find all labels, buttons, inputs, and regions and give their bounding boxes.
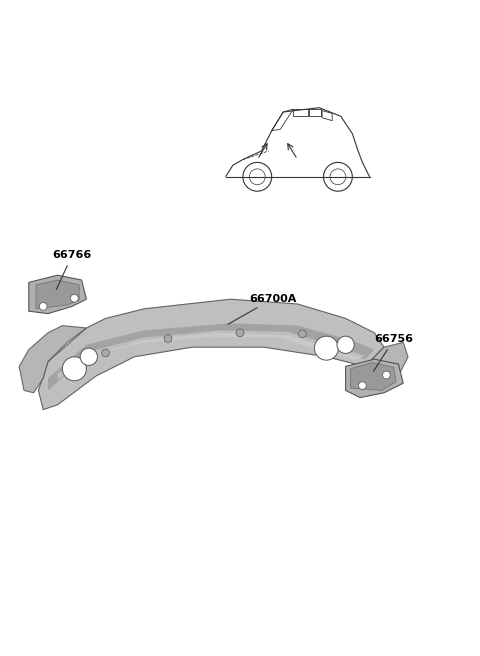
Polygon shape — [355, 342, 408, 386]
Polygon shape — [36, 280, 79, 309]
Polygon shape — [38, 299, 384, 409]
Polygon shape — [350, 363, 396, 390]
Polygon shape — [58, 331, 365, 380]
Circle shape — [62, 357, 86, 380]
Text: 66700A: 66700A — [228, 294, 297, 324]
Circle shape — [337, 336, 354, 354]
Polygon shape — [346, 359, 403, 398]
Circle shape — [80, 348, 97, 365]
Polygon shape — [29, 276, 86, 314]
Circle shape — [359, 382, 366, 390]
Circle shape — [236, 329, 244, 337]
Circle shape — [164, 335, 172, 342]
Circle shape — [39, 302, 47, 310]
Text: 66766: 66766 — [52, 251, 92, 289]
Circle shape — [102, 349, 109, 357]
Text: 66756: 66756 — [373, 335, 413, 371]
Circle shape — [383, 371, 390, 379]
Polygon shape — [19, 325, 86, 393]
Circle shape — [299, 330, 306, 338]
Polygon shape — [48, 323, 374, 390]
Circle shape — [314, 336, 338, 360]
Circle shape — [71, 295, 78, 302]
